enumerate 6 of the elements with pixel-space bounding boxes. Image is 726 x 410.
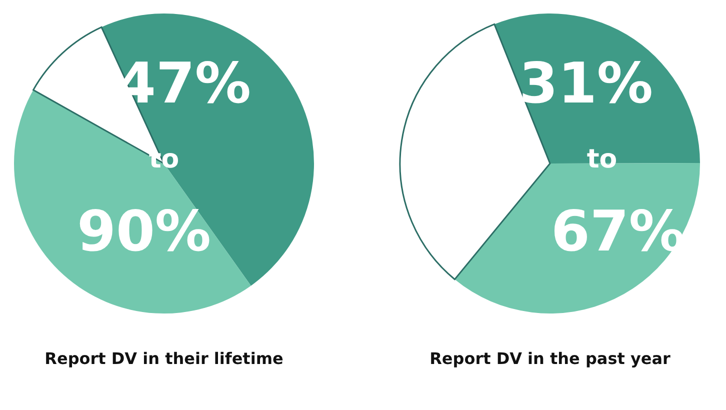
text: 90% [76, 200, 212, 264]
text: 31% [518, 52, 654, 116]
text: 67% [550, 200, 686, 264]
text: to [586, 144, 618, 174]
text: Report DV in their lifetime [44, 349, 284, 368]
text: Report DV in the past year [430, 349, 671, 368]
